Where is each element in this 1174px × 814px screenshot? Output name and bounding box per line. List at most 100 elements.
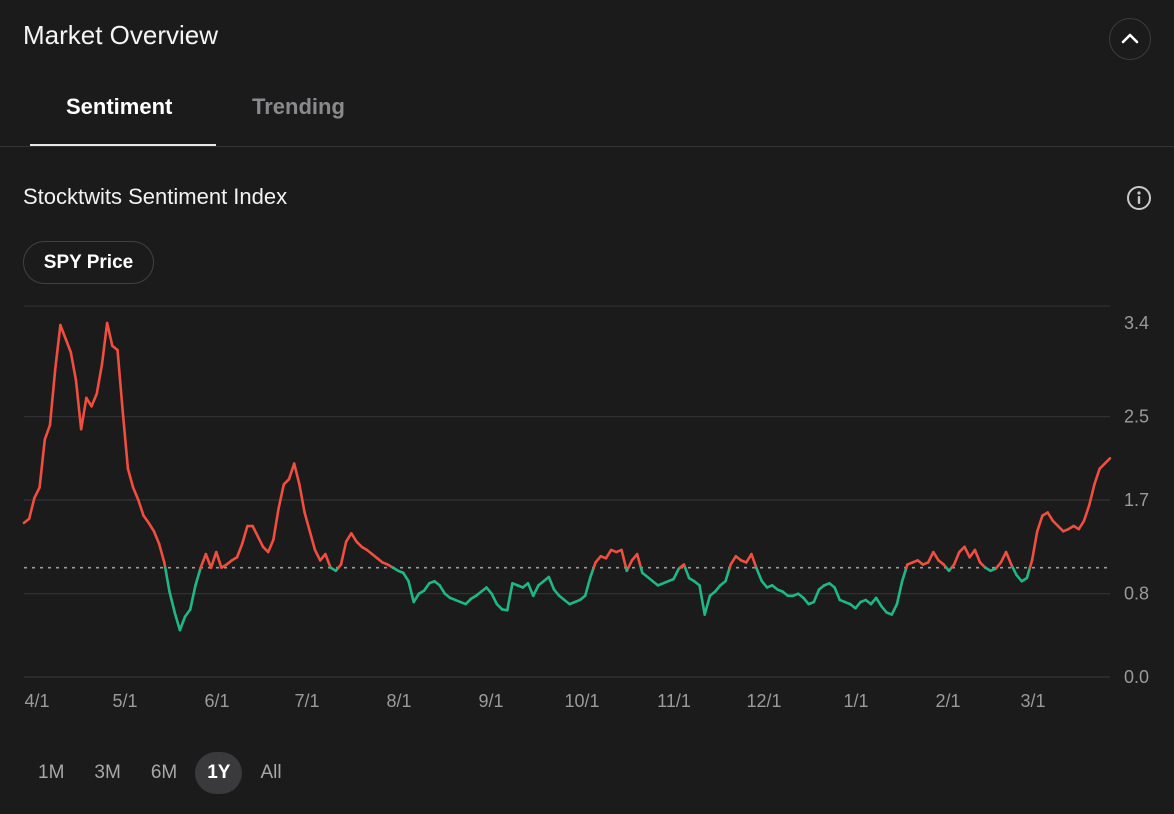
sentiment-line-segment [90,392,99,408]
sentiment-line-segment [142,514,151,525]
spy-price-toggle[interactable]: SPY Price [23,241,154,284]
tab-bar: Sentiment Trending [0,78,1174,147]
range-1m-button[interactable]: 1M [38,762,65,783]
range-all-button[interactable]: All [260,762,282,783]
sentiment-line-segment [703,594,712,616]
tab-sentiment[interactable]: Sentiment [66,94,173,119]
sentiment-line-segment [438,584,447,596]
sentiment-line-segment [402,571,410,583]
sentiment-line-segment [27,496,36,521]
sentiment-line-segment [407,579,416,604]
section-title: Stocktwits Sentiment Index [23,184,288,209]
sentiment-line-segment [1035,514,1044,533]
sentiment-line-segment [755,567,764,583]
active-tab-indicator [30,144,216,146]
range-3m-button[interactable]: 3M [94,762,121,783]
sentiment-line-segment [1025,566,1032,580]
sentiment-line-segment [79,396,88,431]
y-tick-label: 3.4 [1124,313,1149,333]
sentiment-line-segment [183,608,192,618]
sentiment-line-segment [750,552,758,569]
collapse-button[interactable] [1109,18,1151,60]
sentiment-line-segment [594,554,603,564]
sentiment-chart: 3.4 2.5 1.7 0.8 0.0 4/1 5/1 6/1 7/1 8/1 9/1 10/1 11… [22,305,1149,711]
sentiment-line-segment [932,550,940,562]
sentiment-line-segment [85,396,93,408]
sentiment-line-segment [952,550,961,566]
sentiment-line-segment [272,507,280,541]
x-tick-label: 12/1 [746,691,781,711]
sentiment-line-segment [627,559,634,569]
sentiment-line-segment [209,550,218,569]
sentiment-line-segment [505,581,514,612]
sentiment-line-segment [137,498,145,517]
sentiment-line-segment [1077,519,1086,531]
sentiment-line-segment [589,566,596,579]
sentiment-line-segment [53,323,62,372]
sentiment-line-segment [531,584,540,598]
sentiment-line-segment [604,548,613,560]
x-tick-label: 10/1 [564,691,599,711]
sentiment-line-segment [163,566,171,593]
sentiment-line-segment [235,542,244,559]
sentiment-line-segment [490,592,499,606]
sentiment-line-segment [308,529,317,552]
sentiment-line-segment [152,529,161,546]
sentiment-line-segment [812,588,821,604]
sentiment-line-segment [240,524,249,546]
y-tick-label: 1.7 [1124,490,1149,510]
sentiment-line-segment [303,511,312,533]
sentiment-line-segment [802,596,810,606]
info-icon [1127,186,1151,210]
sentiment-line-segment [698,584,706,616]
sentiment-line-segment [344,532,353,543]
sentiment-line-segment [526,581,535,598]
sentiment-line-segment [95,363,104,396]
sentiment-line-segment [178,615,187,632]
sentiment-line-segment [256,535,265,549]
sentiment-line-segment [266,538,275,554]
sentiment-line-segment [69,350,78,382]
sentiment-line-segment [963,545,972,559]
x-tick-label: 5/1 [112,691,137,711]
x-tick-label: 1/1 [843,691,868,711]
info-button[interactable] [1126,185,1152,211]
sentiment-line-segment [620,548,628,569]
sentiment-line-segment [1004,550,1013,566]
sentiment-line-segment [412,592,421,604]
sentiment-line-segment [900,566,908,583]
sentiment-line-segment [48,368,57,427]
sentiment-line-segment [350,532,358,543]
sentiment-line-segment [874,596,883,608]
sentiment-line-segment [999,550,1008,564]
y-tick-label: 0.8 [1124,584,1149,604]
range-1y-button[interactable]: 1Y [195,752,243,794]
sentiment-line-segment [324,552,332,569]
sentiment-line-segment [422,581,431,592]
sentiment-line-segment [100,321,109,366]
sentiment-line-segment [105,321,114,348]
sentiment-line-segment [59,323,67,340]
sentiment-line-segment [973,548,982,564]
sentiment-line-segment [43,423,52,441]
sentiment-line-segment [292,462,301,486]
sentiment-line-segment [339,540,348,566]
sentiment-line-segment [1087,483,1096,507]
sentiment-line-segment [724,566,732,583]
sentiment-line-segment [131,486,140,502]
sentiment-line-segment [926,550,935,564]
tab-trending[interactable]: Trending [252,94,345,119]
sentiment-line-segment [204,552,213,569]
range-6m-button[interactable]: 6M [150,762,178,783]
sentiment-line-segment [672,567,681,581]
range-selector: 1M 3M 6M 1Y All [26,752,300,794]
sentiment-line-segment [199,552,208,569]
sentiment-line-segment [760,579,769,589]
sentiment-line-segment [1015,573,1023,583]
sentiment-line-segment [168,590,176,614]
x-tick-label: 11/1 [657,691,691,711]
sentiment-line-segment [38,438,47,489]
y-tick-label: 2.5 [1124,407,1149,427]
sentiment-line-segment [1093,467,1101,486]
sentiment-line-segment [173,611,182,632]
